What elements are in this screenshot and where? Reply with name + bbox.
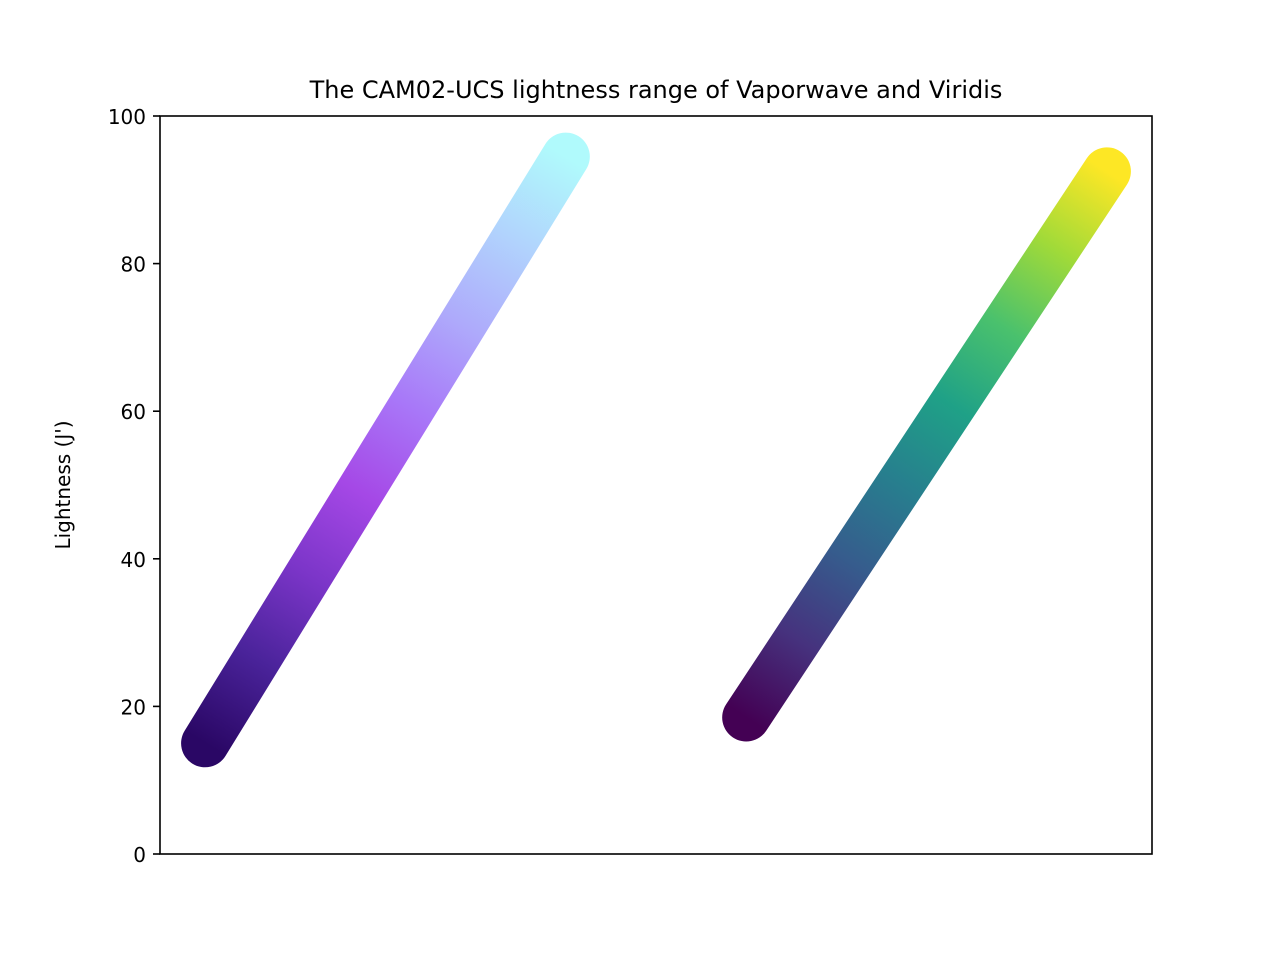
series-vaporwave-line <box>181 132 590 768</box>
chart-title: The CAM02-UCS lightness range of Vaporwa… <box>309 76 1003 104</box>
y-tick-label: 80 <box>121 253 146 277</box>
y-axis: 0 20 40 60 80 100 <box>108 105 160 867</box>
y-axis-label: Lightness (J') <box>51 420 75 549</box>
series-layer <box>181 132 1131 768</box>
y-tick-label: 0 <box>133 843 146 867</box>
y-tick-label: 20 <box>121 695 146 719</box>
y-tick-label: 60 <box>121 400 146 424</box>
y-tick-label: 40 <box>121 548 146 572</box>
plot-frame <box>159 115 1153 855</box>
y-tick-label: 100 <box>108 105 146 129</box>
series-viridis-line <box>722 147 1131 742</box>
